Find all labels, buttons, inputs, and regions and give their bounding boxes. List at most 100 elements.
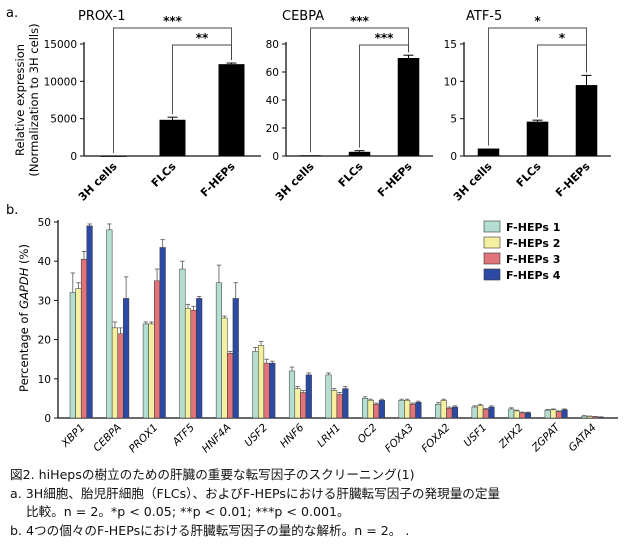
- bar-foxa3-4: [415, 402, 422, 419]
- bar-prox1-4: [159, 247, 166, 419]
- bar-oc2-4: [378, 400, 385, 419]
- bar-cebpa-3: [117, 333, 124, 419]
- bar-cebpa-4: [123, 298, 130, 419]
- x-tick-label: FOXA3: [383, 422, 416, 455]
- panel-b-label: b.: [6, 203, 18, 218]
- bar-foxa2-1: [435, 404, 442, 419]
- bar-prox1-2: [148, 323, 155, 419]
- x-tick-label: LRH1: [315, 422, 343, 450]
- bar-usf1-1: [471, 406, 478, 419]
- significance-bracket: [310, 27, 409, 153]
- bar-3h-cells: [100, 155, 127, 157]
- bar-hnf4a-3: [227, 353, 234, 419]
- bar-f-heps: [218, 64, 245, 156]
- y-tick-label: 20: [38, 335, 51, 347]
- bar-lrh1-2: [331, 390, 338, 419]
- bar-foxa3-2: [404, 400, 411, 419]
- bar-foxa2-2: [440, 400, 447, 419]
- bar-gata4-4: [598, 416, 605, 419]
- legend-label: F-HEPs 2: [506, 237, 560, 250]
- bar-zgpat-2: [550, 409, 557, 419]
- chart-title: ATF-5: [466, 9, 502, 24]
- y-tick-label: 15000: [44, 39, 77, 51]
- caption-line-b: b. 4つの個々のF-HEPsにおける肝臓転写因子の量的な解析。n = 2。 .: [10, 523, 410, 538]
- caption-line-a: a. 3H細胞、胎児肝細胞（FLCs）、およびF-HEPsにおける肝臓転写因子の…: [10, 486, 501, 501]
- x-tick-label: ZGPAT: [529, 421, 563, 455]
- bar-usf2-3: [263, 362, 270, 419]
- bar-oc2-1: [362, 398, 369, 419]
- x-tick-label: USF1: [462, 422, 490, 450]
- chart-transcription-factors: 0 10 20 30 40 50 Percentage of GAPDH (%) XBP1 CE…: [17, 217, 618, 455]
- bar-usf1-3: [482, 409, 489, 419]
- bar-zgpat-1: [544, 409, 551, 419]
- significance-bracket: [172, 44, 232, 115]
- x-tick-label: HNF4A: [200, 422, 234, 456]
- y-tick-label: 15: [444, 39, 457, 51]
- bar-zgpat-3: [555, 411, 562, 419]
- y-tick-label: 10000: [44, 76, 77, 88]
- x-tick-label: HNF6: [278, 421, 307, 450]
- significance-bracket: [359, 44, 409, 148]
- bar-prox1-3: [154, 280, 161, 419]
- x-tick-label: F-HEPs: [198, 160, 238, 200]
- y-tick-label: 5000: [50, 114, 77, 126]
- bar-cebpa-2: [111, 327, 118, 419]
- x-tick-label: F-HEPs: [375, 160, 415, 200]
- bar-3h-cells: [477, 148, 500, 156]
- bar-f-heps: [575, 85, 598, 156]
- bar-foxa2-4: [451, 406, 458, 419]
- y-tick-label: 5: [450, 114, 457, 126]
- bar-gata4-1: [581, 415, 588, 419]
- x-tick-label: PROX1: [127, 422, 161, 456]
- bar-lrh1-1: [325, 374, 332, 419]
- x-tick-label: FLCs: [514, 160, 544, 190]
- significance-label: *: [559, 31, 566, 45]
- y-tick-label: 80: [266, 39, 279, 51]
- bar-flcs: [159, 119, 186, 156]
- significance-label: ***: [163, 14, 183, 28]
- y-tick-label: 20: [266, 123, 279, 135]
- significance-bracket: [113, 27, 232, 153]
- x-tick-label: FLCs: [336, 160, 366, 190]
- legend-swatch: [483, 252, 501, 265]
- y-tick-label: 0: [272, 151, 279, 163]
- x-tick-label: 3H cells: [273, 160, 317, 204]
- bar-flcs: [348, 151, 371, 156]
- y-tick-label: 0: [44, 413, 51, 425]
- bar-oc2-3: [373, 404, 380, 419]
- y-axis-label-sub: (Normalization to 3H cells): [27, 23, 41, 176]
- y-tick-label: 30: [38, 295, 51, 307]
- legend-label: F-HEPs 1: [506, 221, 560, 234]
- bar-atf5-3: [190, 309, 197, 419]
- bar-lrh1-4: [342, 388, 349, 419]
- chart-title: CEBPA: [282, 9, 324, 24]
- legend-label: F-HEPs 3: [506, 253, 560, 266]
- bar-usf2-2: [258, 345, 265, 419]
- y-axis-label: Percentage of GAPDH (%): [17, 244, 31, 392]
- x-tick-label: GATA4: [566, 422, 598, 454]
- significance-label: **: [196, 31, 209, 45]
- x-tick-label: 3H cells: [451, 160, 495, 204]
- significance-label: ***: [375, 31, 395, 45]
- legend: F-HEPs 1 F-HEPs 2 F-HEPs 3 F-HEPs 4: [483, 220, 561, 282]
- x-tick-label: USF2: [242, 421, 270, 449]
- y-tick-label: 0: [450, 151, 457, 163]
- y-tick-label: 60: [266, 67, 279, 79]
- bar-foxa2-3: [446, 407, 453, 419]
- bar-hnf6-3: [300, 392, 307, 419]
- bar-zgpat-4: [561, 409, 568, 419]
- bar-usf2-4: [269, 362, 276, 419]
- legend-swatch: [483, 220, 501, 233]
- bar-hnf4a-1: [215, 282, 222, 419]
- bar-zhx2-3: [519, 412, 526, 419]
- y-tick-label: 0: [70, 151, 77, 163]
- bar-xbp1-3: [80, 258, 88, 419]
- x-tick-label: F-HEPs: [553, 160, 593, 200]
- bar-usf2-1: [252, 351, 259, 419]
- bar-hnf4a-4: [232, 298, 239, 419]
- x-tick-label: ATF5: [170, 421, 197, 448]
- chart-prox-1: PROX-1 0 5000 10000 15000 3H cells FLCs F-HEPs *…: [44, 9, 261, 204]
- bar-atf5-1: [179, 268, 186, 419]
